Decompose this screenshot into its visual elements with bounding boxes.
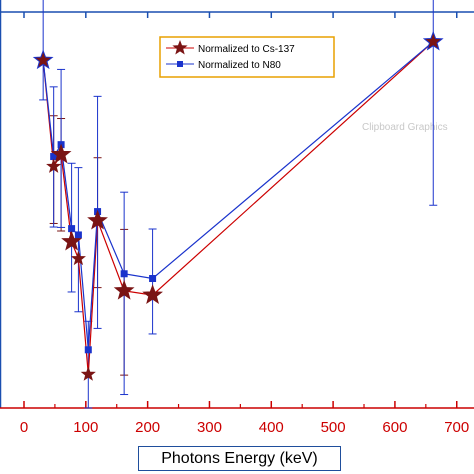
cs137-star-point (70, 250, 86, 266)
legend-square-icon (177, 61, 183, 67)
x-tick-label: 200 (135, 419, 160, 436)
watermark-text: Clipboard Graphics (362, 122, 448, 133)
x-tick-label: 0 (20, 419, 28, 436)
x-tick-label: 500 (321, 419, 346, 436)
cs137-star-point (50, 143, 72, 164)
x-axis: 0 100 200 300 400 500 600 700 (0, 12, 474, 436)
legend-star-icon (172, 40, 188, 55)
series-line (42, 41, 434, 350)
legend-label-cs137: Normalized to Cs-137 (198, 44, 295, 55)
cs137-star-point (422, 30, 444, 51)
cs137-star-point (61, 230, 82, 251)
series-lines (42, 41, 434, 375)
n80-square-point (68, 225, 76, 233)
legend-label-n80: Normalized to N80 (198, 60, 281, 71)
legend: Normalized to Cs-137 Normalized to N80 (159, 36, 335, 78)
n80-square-point (84, 346, 92, 354)
n80-square-point (74, 231, 82, 239)
cs137-star-point (87, 209, 108, 230)
x-tick-label: 600 (382, 419, 407, 436)
cs137-star-point (46, 158, 62, 173)
x-tick-label: 400 (259, 419, 284, 436)
x-tick-label: 300 (197, 419, 222, 436)
x-axis-title: Photons Energy (keV) (161, 449, 318, 467)
cs137-star-point (142, 284, 163, 304)
x-axis-title-box: Photons Energy (keV) (138, 446, 341, 471)
cs137-star-point (113, 279, 135, 300)
cs137-star-point (80, 366, 96, 381)
cs137-star-point (32, 49, 54, 70)
n80-square-point (149, 275, 157, 283)
x-tick-label: 700 (444, 419, 469, 436)
n80-square-point (50, 153, 58, 161)
watermark-layer: Clipboard Graphics (362, 122, 448, 133)
n80-square-point (120, 270, 128, 278)
series-markers (32, 30, 444, 381)
x-tick-label: 100 (73, 419, 98, 436)
legend-box (159, 36, 335, 78)
